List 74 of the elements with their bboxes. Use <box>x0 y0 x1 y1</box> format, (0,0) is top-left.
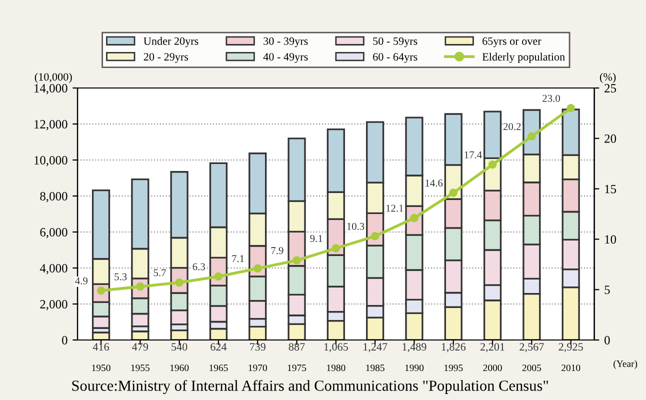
y2-tick-label: 10 <box>605 235 616 244</box>
x-tick-label: 2000 <box>483 364 502 372</box>
data-label: 1,826 <box>442 343 466 352</box>
point <box>488 160 497 169</box>
data-label: 4.9 <box>75 277 88 284</box>
x-tick-label: 1975 <box>288 364 306 372</box>
data-label: 739 <box>250 343 266 351</box>
y-tick-label: 8,000 <box>40 192 68 202</box>
y-tick-label: 12,000 <box>34 120 68 130</box>
data-label: 1,489 <box>402 343 426 352</box>
x-tick-label: 1995 <box>444 364 463 372</box>
data-label: 7.1 <box>232 255 244 262</box>
data-label: 20.2 <box>503 123 521 130</box>
y-tick-label: 6,000 <box>40 228 68 238</box>
point <box>292 256 301 265</box>
data-label: 1,247 <box>364 343 388 352</box>
y2-tick-label: 15 <box>605 184 616 194</box>
y-tick-label: 0 <box>62 336 68 344</box>
y-tick-label: 10,000 <box>34 156 68 166</box>
data-label: 624 <box>210 343 227 351</box>
x-axis-title: (Year) <box>614 360 638 369</box>
data-label: 5.3 <box>114 273 127 280</box>
data-label: 5.7 <box>154 269 166 276</box>
x-tick-label: 1960 <box>170 364 189 372</box>
legend-label: 65yrs or over <box>482 37 542 48</box>
point <box>449 188 458 197</box>
data-label: 2,567 <box>520 343 544 352</box>
y2-tick-label: 20 <box>604 134 616 143</box>
y2-tick-label: 25 <box>604 84 616 92</box>
x-tick-label: 1965 <box>210 364 228 372</box>
data-label: 416 <box>92 343 110 351</box>
y-axis-title: (10,000) <box>34 72 72 83</box>
legend-label: 20 - 29yrs <box>144 53 188 63</box>
point <box>370 232 380 240</box>
x-tick-label: 1970 <box>248 364 267 372</box>
point <box>528 132 536 141</box>
data-label: 540 <box>172 343 188 351</box>
data-label: 6.3 <box>192 263 205 270</box>
legend-label: 60 - 64yrs <box>373 53 418 63</box>
x-tick-label: 1955 <box>131 364 150 372</box>
x-tick-label: 1950 <box>92 364 110 372</box>
legend-label: 40 - 49yrs <box>263 53 308 63</box>
data-label: 9.1 <box>310 234 322 242</box>
x-tick-label: 1990 <box>405 364 424 372</box>
x-tick-label: 1985 <box>366 364 384 372</box>
data-label: 1,065 <box>324 343 348 352</box>
data-label: 12.1 <box>386 204 404 212</box>
y-tick-label: 4,000 <box>40 264 68 274</box>
x-tick-label: 2005 <box>522 364 542 372</box>
data-label: 887 <box>288 343 305 351</box>
legend-label: Under 20yrs <box>144 37 198 48</box>
source-note: Source:Ministry of Internal Affairs and Communications "Population Census" <box>72 380 548 394</box>
data-label: 10.3 <box>347 222 364 230</box>
data-label: 7.9 <box>271 247 284 254</box>
x-tick-label: 1980 <box>327 364 346 372</box>
data-label: 23.0 <box>542 94 560 102</box>
legend-label: 30 - 39yrs <box>264 37 308 48</box>
point <box>332 244 340 252</box>
data-label: 479 <box>132 343 148 351</box>
y2-tick-label: 5 <box>604 286 610 294</box>
data-label: 14.6 <box>426 180 443 187</box>
y-tick-label: 2,000 <box>40 300 68 310</box>
x-tick-label: 2010 <box>562 364 580 372</box>
point <box>253 264 262 273</box>
point <box>566 104 575 112</box>
y2-axis-title: (%) <box>600 72 616 83</box>
legend-label: 50 - 59yrs <box>373 37 418 48</box>
point <box>214 272 223 281</box>
y2-tick-label: 0 <box>604 336 610 344</box>
data-label: 2,925 <box>558 343 583 352</box>
legend-label: Elderly population <box>482 52 565 63</box>
data-label: 2,201 <box>480 343 504 352</box>
y-tick-label: 14,000 <box>34 84 68 94</box>
data-label: 17.4 <box>464 151 482 158</box>
